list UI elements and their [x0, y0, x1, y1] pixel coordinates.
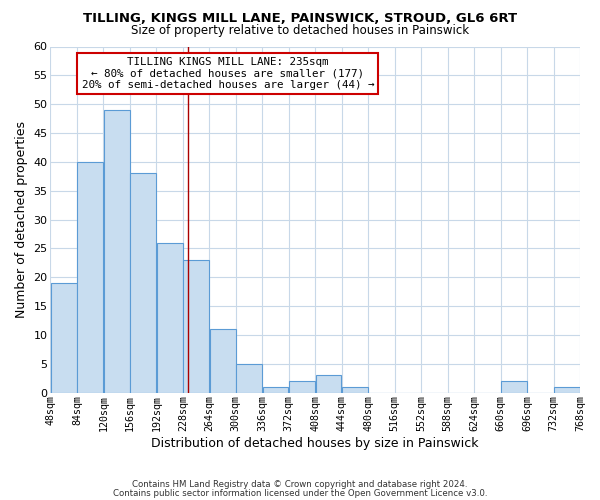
- Text: Size of property relative to detached houses in Painswick: Size of property relative to detached ho…: [131, 24, 469, 37]
- X-axis label: Distribution of detached houses by size in Painswick: Distribution of detached houses by size …: [151, 437, 479, 450]
- Bar: [183, 260, 209, 392]
- Text: Contains public sector information licensed under the Open Government Licence v3: Contains public sector information licen…: [113, 488, 487, 498]
- Bar: [77, 162, 103, 392]
- Bar: [289, 381, 315, 392]
- Bar: [316, 376, 341, 392]
- Bar: [342, 387, 368, 392]
- Bar: [130, 174, 156, 392]
- Text: Contains HM Land Registry data © Crown copyright and database right 2024.: Contains HM Land Registry data © Crown c…: [132, 480, 468, 489]
- Bar: [554, 387, 580, 392]
- Y-axis label: Number of detached properties: Number of detached properties: [15, 121, 28, 318]
- Bar: [263, 387, 289, 392]
- Bar: [236, 364, 262, 392]
- Bar: [51, 283, 77, 393]
- Text: TILLING, KINGS MILL LANE, PAINSWICK, STROUD, GL6 6RT: TILLING, KINGS MILL LANE, PAINSWICK, STR…: [83, 12, 517, 26]
- Bar: [157, 242, 182, 392]
- Bar: [501, 381, 527, 392]
- Bar: [209, 329, 236, 392]
- Text: TILLING KINGS MILL LANE: 235sqm
← 80% of detached houses are smaller (177)
20% o: TILLING KINGS MILL LANE: 235sqm ← 80% of…: [82, 57, 374, 90]
- Bar: [104, 110, 130, 393]
